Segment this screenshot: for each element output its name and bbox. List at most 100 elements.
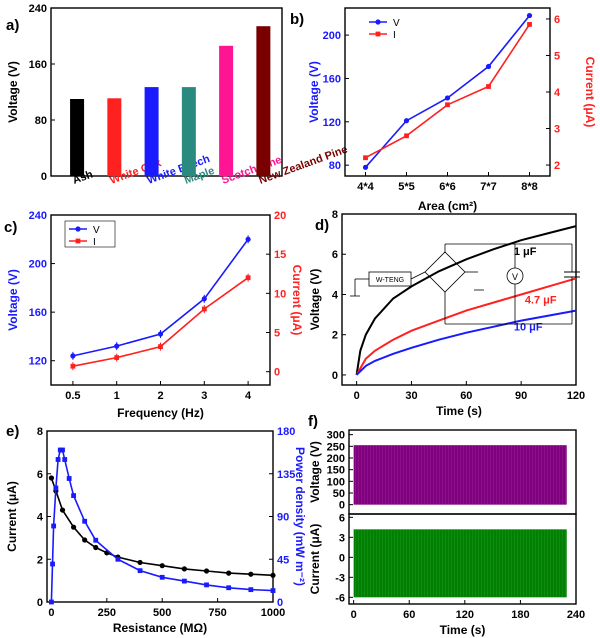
panel-e-point <box>115 556 121 562</box>
panel-e-point <box>159 574 165 580</box>
panel-a-bar <box>144 87 159 176</box>
panel-e-y-right-tick-label: 180 <box>277 426 295 438</box>
panel-b-legend-marker <box>375 19 381 25</box>
panel-e-point <box>226 585 232 591</box>
panel-d-y-tick-label: 6 <box>332 249 338 261</box>
panel-d-series-label: 4.7 μF <box>525 295 557 307</box>
panel-e-xlabel: Resistance (MΩ) <box>113 621 207 635</box>
panel-d-x-tick-label: 60 <box>460 390 472 402</box>
wire <box>410 271 426 280</box>
panel-b-y-right-tick-label: 4 <box>554 87 561 99</box>
panel-e-x-tick-label: 1000 <box>261 607 285 619</box>
panel-b-series-line <box>365 23 531 159</box>
panel-d-y-tick-label: 8 <box>332 209 338 221</box>
panel-b-point <box>486 84 491 89</box>
panel-d-series-label: 1 μF <box>514 246 537 258</box>
panel-e-point <box>70 524 77 530</box>
panel-e-y-right-tick-label: 135 <box>277 469 295 481</box>
panel-f-subplot-y-tick-label: 150 <box>327 465 345 477</box>
panel-d-y-tick-label: 2 <box>332 330 338 342</box>
panel-a-y-tick-label: 240 <box>29 3 47 15</box>
panel-e-point <box>159 563 165 569</box>
panel-f-subplot-ylabel: Current (μA) <box>308 524 322 595</box>
panel-e-y-left-tick-label: 0 <box>37 597 43 609</box>
panel-e-point <box>66 476 72 481</box>
panel-b-legend-marker <box>375 31 381 37</box>
panel-a-bar <box>256 26 271 177</box>
panel-e-point <box>60 447 65 453</box>
panel-f-subplot-y-tick-label: 0 <box>339 500 345 512</box>
panel-b-point <box>526 12 533 19</box>
panel-a-bar <box>219 45 234 176</box>
panel-c-x-tick-label: 3 <box>201 390 207 402</box>
panel-c-xlabel: Frequency (Hz) <box>117 406 204 420</box>
panel-b-point <box>444 95 451 101</box>
panel-e-point <box>93 544 99 551</box>
panel-d-x-tick-label: 30 <box>405 390 417 402</box>
panel-e-point <box>71 493 76 498</box>
panel-e-point <box>181 578 187 584</box>
panel-f-xlabel: Time (s) <box>440 623 486 637</box>
panel-f-signal <box>353 445 567 505</box>
panel-c-point <box>70 353 76 359</box>
panel-a-ylabel: Voltage (V) <box>6 61 20 123</box>
panel-f-x-tick-label: 180 <box>511 609 529 621</box>
panel-e-point <box>62 457 68 462</box>
panel-d-series-line <box>355 225 577 376</box>
panel-c-y-left-tick-label: 120 <box>29 356 47 368</box>
panel-c-y-right-tick-label: 15 <box>274 249 286 261</box>
panel-b-point <box>527 22 532 27</box>
panel-label-d: d) <box>315 217 329 234</box>
panel-e-point <box>270 572 276 578</box>
panel-e-y-left-tick-label: 6 <box>37 469 43 481</box>
panel-c-x-tick-label: 1 <box>114 390 120 402</box>
panel-b-y-left-tick-label: 80 <box>329 160 341 172</box>
panel-d-x-tick-label: 90 <box>515 390 527 402</box>
panel-c-point <box>201 296 207 302</box>
panel-e-y-left-tick-label: 2 <box>37 554 43 566</box>
panel-e-point <box>50 561 55 567</box>
panel-e-point <box>48 475 55 481</box>
panel-a-bar <box>70 99 85 176</box>
panel-e-point <box>82 518 88 524</box>
panel-c-legend-marker <box>75 238 81 244</box>
panel-f-subplot-y-tick-label: 0 <box>339 552 345 564</box>
panel-c-legend-box <box>64 220 116 248</box>
panel-f-subplot-y-tick-label: 100 <box>327 476 345 488</box>
panel-e-y-right-tick-label: 0 <box>277 597 283 609</box>
panel-label-c: c) <box>4 219 17 236</box>
panel-b-y-left-tick-label: 120 <box>323 117 341 129</box>
panel-c-point <box>245 275 251 281</box>
panel-f-signal <box>353 529 567 598</box>
panel-c-series-line <box>72 238 249 357</box>
panel-f-subplot-y-tick-label: -6 <box>335 592 345 604</box>
panel-d-series-label: 10 μF <box>514 322 543 334</box>
panel-c-y-right-tick-label: 20 <box>274 210 286 222</box>
panel-b-x-tick-label: 7*7 <box>480 181 497 193</box>
panel-c-point <box>114 343 120 349</box>
panel-d-series-line <box>355 277 577 376</box>
panel-c-y-left-tick-label: 240 <box>29 210 47 222</box>
bridge-rectifier <box>424 251 466 293</box>
panel-f-subplot-y-tick-label: 50 <box>333 488 345 500</box>
panel-e-x-tick-label: 250 <box>98 607 116 619</box>
panel-a-frame <box>50 7 283 177</box>
panel-e-point <box>137 559 143 566</box>
panel-b-point <box>485 63 492 70</box>
panel-label-f: f) <box>308 413 318 430</box>
panel-f-x-tick-label: 120 <box>456 609 474 621</box>
panel-c-x-tick-label: 0.5 <box>65 390 80 402</box>
panel-d-xlabel: Time (s) <box>436 404 482 418</box>
panel-e-point <box>49 599 54 605</box>
panel-d-x-tick-label: 120 <box>567 390 585 402</box>
panel-e-ylabel-right: Power density (mW m⁻²) <box>293 447 307 586</box>
panel-c-y-left-tick-label: 160 <box>29 307 47 319</box>
panel-f-subplot-ylabel: Voltage (V) <box>308 441 322 503</box>
panel-f-subplot-y-tick-label: 200 <box>327 453 345 465</box>
panel-e-point <box>248 571 254 577</box>
panel-b-ylabel-left: Voltage (V) <box>307 61 321 123</box>
panel-f-subplot-y-tick-label: 3 <box>339 532 345 544</box>
panel-c-point <box>70 363 76 369</box>
panel-f-subplot-y-tick-label: 300 <box>327 430 345 442</box>
